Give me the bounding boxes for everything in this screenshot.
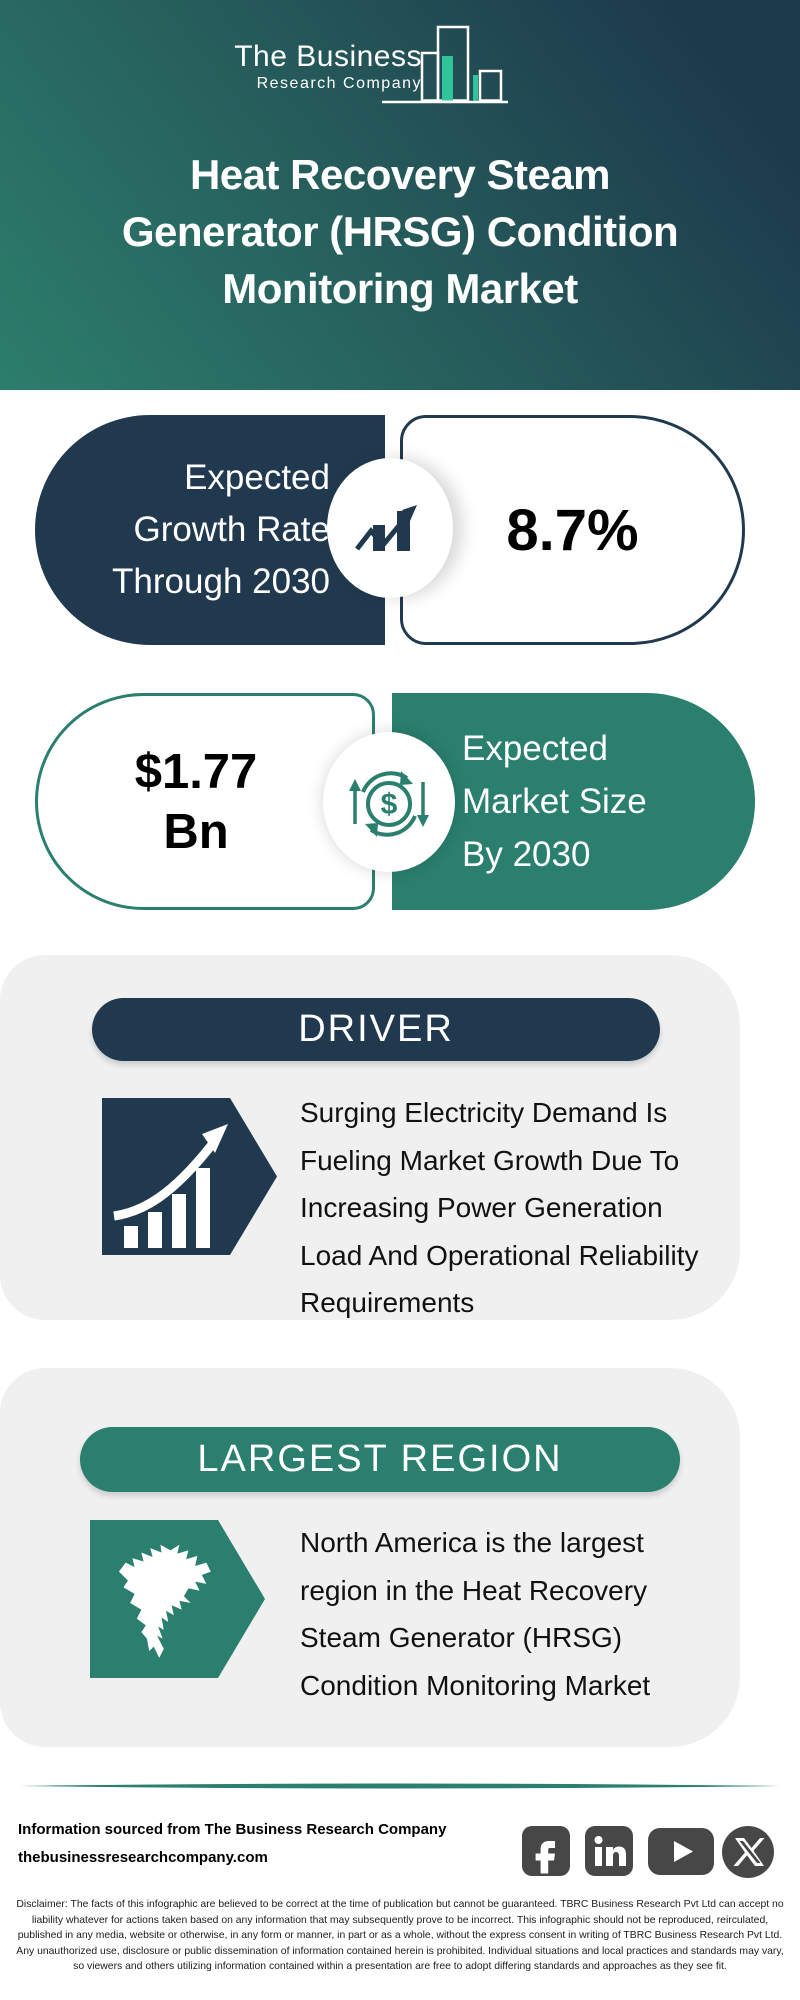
largest-region-text-line: North America is the largest [300,1527,644,1558]
page-title-line: Generator (HRSG) Condition [121,208,679,255]
market-size-label-line: Market Size [462,782,647,821]
growth-trend-icon [355,505,417,551]
market-size-stat-card: $1.77 Bn Expected Market Size By 2030 $ [35,693,755,910]
largest-region-heading: LARGEST REGION [197,1438,563,1480]
largest-region-text: North America is the largest region in t… [300,1519,650,1709]
largest-region-text-line: region in the Heat Recovery [300,1574,648,1606]
market-size-value-line: Bn [163,804,229,859]
market-size-label: Expected Market Size By 2030 [392,722,647,881]
growth-rate-label-line: Growth Rate [133,510,330,549]
growth-rate-label: Expected Growth Rate Through 2030 [112,452,385,608]
market-size-label-line: By 2030 [462,835,591,874]
svg-text:$: $ [381,788,398,821]
logo-bar-chart-icon [382,25,508,104]
driver-text-line: Surging Electricity Demand Is [300,1097,668,1128]
divider [20,1783,780,1789]
money-exchange-icon: $ [349,771,429,837]
driver-text-line: Increasing Power Generation [300,1192,663,1223]
largest-region-text-line: Condition Monitoring Market [300,1669,651,1701]
youtube-icon[interactable] [648,1828,714,1875]
growth-rate-stat-card: Expected Growth Rate Through 2030 8.7% [35,415,745,645]
source-line: Information sourced from The Business Re… [18,1821,447,1838]
largest-region-heading-pill: LARGEST REGION [80,1427,680,1492]
driver-heading-pill: DRIVER [92,998,660,1061]
growth-rate-label-pill: Expected Growth Rate Through 2030 [35,415,385,645]
page-title: Heat Recovery Steam Generator (HRSG) Con… [0,146,800,317]
facebook-icon[interactable] [522,1826,570,1876]
bar-growth-arrow-icon [102,1098,277,1255]
market-size-value: $1.77 Bn [135,742,258,862]
growth-rate-value-pill: 8.7% [400,415,745,645]
driver-section-card: DRIVER Surging Electricity Demand Is Fue… [0,955,740,1320]
page-title-line: Monitoring Market [222,265,578,312]
svg-text:™: ™ [622,1868,628,1875]
growth-rate-value: 8.7% [506,497,639,563]
driver-heading: DRIVER [298,1008,454,1050]
source-credit: Information sourced from The Business Re… [18,1816,446,1872]
website-url: thebusinessresearchcompany.com [18,1849,268,1866]
driver-text-line: Load And Operational Reliability [300,1239,699,1271]
header-banner: The Business Research Company Heat Recov… [0,0,800,390]
x-icon[interactable] [722,1826,774,1878]
driver-text: Surging Electricity Demand Is Fueling Ma… [300,1089,698,1327]
disclaimer-text: Disclaimer: The facts of this infographi… [16,1899,784,1973]
market-size-value-pill: $1.77 Bn [35,693,375,910]
growth-rate-label-line: Expected [184,458,330,497]
brand-logo-text: The Business Research Company [234,40,422,94]
page-title-line: Heat Recovery Steam [189,151,611,198]
brand-name: The Business [234,40,422,73]
money-exchange-icon-badge: $ [323,732,455,872]
market-size-label-pill: Expected Market Size By 2030 [392,693,755,910]
north-america-map-icon [90,1520,265,1678]
growth-rate-label-line: Through 2030 [112,562,330,601]
growth-trend-icon-badge [327,458,453,598]
market-size-value-line: $1.77 [134,744,258,799]
driver-text-line: Fueling Market Growth Due To [300,1144,680,1176]
driver-text-line: Requirements [300,1287,475,1318]
market-size-label-line: Expected [462,729,608,768]
brand-subname: Research Company [256,75,422,92]
largest-region-text-line: Steam Generator (HRSG) [300,1622,623,1653]
largest-region-section-card: LARGEST REGION North America is the larg… [0,1368,740,1747]
linkedin-icon[interactable]: ™ [585,1826,633,1876]
